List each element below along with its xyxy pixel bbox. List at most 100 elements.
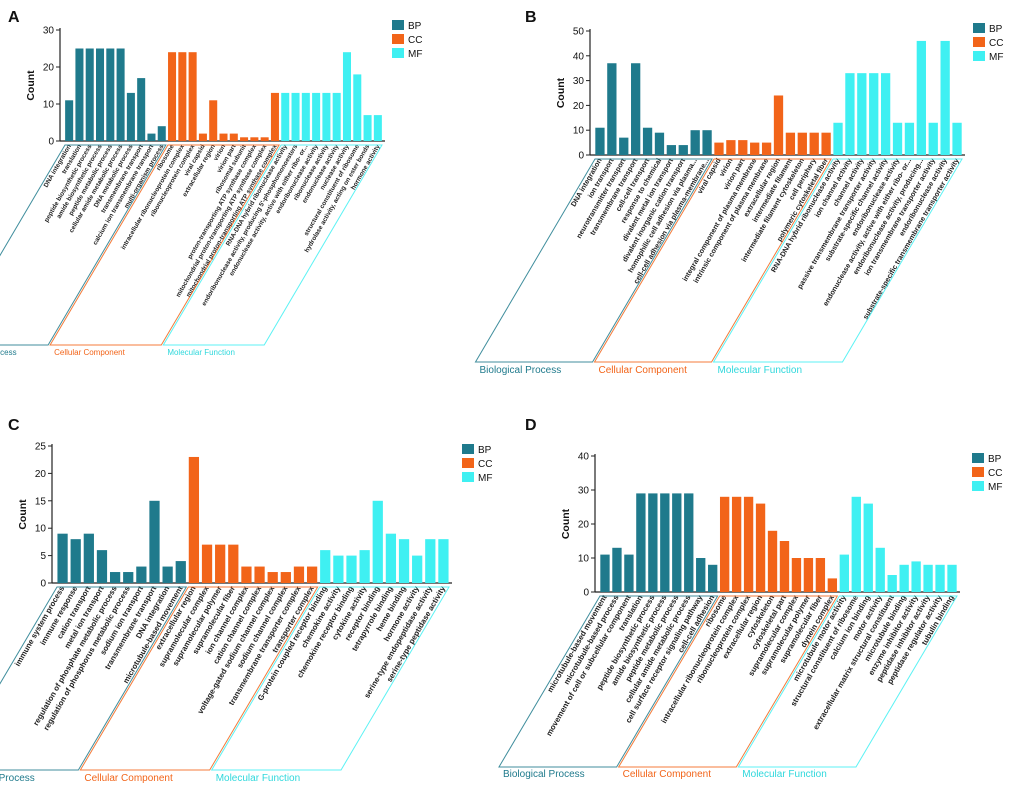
bar-mf [863,503,873,592]
bar-bp [595,127,605,155]
group-box-mf [712,158,963,363]
legend-label-mf: MF [408,49,422,60]
legend-swatch-cc [972,467,984,477]
group-box-cc [49,144,280,346]
bar-cc [726,140,736,155]
group-box-mf [737,595,958,768]
bar-bp [619,137,629,155]
legend-swatch-bp [973,23,985,33]
bar-bp [116,48,125,141]
bar-bp [672,493,682,592]
y-tick-label: 5 [40,551,46,562]
bar-bp [70,539,81,583]
bar-bp [175,561,186,583]
y-tick-label: 20 [578,520,590,531]
group-label-mf: Molecular Function [742,769,826,780]
bar-mf [839,554,849,592]
legend-label-mf: MF [988,482,1002,493]
legend-label-bp: BP [989,24,1003,35]
bar-cc [240,137,249,141]
bar-mf [425,539,436,583]
bar-mf [851,496,861,592]
bar-bp [612,547,622,592]
y-axis-title: Count [560,508,572,539]
bar-cc [797,132,807,155]
bar-mf [869,73,879,155]
bar-cc [738,140,748,155]
bar-bp [109,572,121,583]
legend-label-cc: CC [989,38,1003,49]
bar-mf [353,74,362,141]
group-label-cc: Cellular Component [84,773,173,784]
group-label-cc: Cellular Component [623,769,712,780]
group-label-bp: Biological Process [0,348,17,357]
bar-cc [779,541,790,592]
bar-bp [149,500,160,583]
legend-swatch-cc [392,34,404,44]
bar-mf [899,564,909,592]
legend-label-mf: MF [989,52,1003,63]
bar-bp [678,145,688,155]
bar-cc [198,133,207,141]
bar-bp [631,63,641,155]
bar-mf [312,92,321,141]
bar-bp [654,132,665,155]
y-tick-label: 10 [43,100,55,111]
legend-swatch-bp [972,453,984,463]
bar-bp [57,533,68,583]
bar-bp [708,564,718,592]
bar-bp [106,48,115,141]
bar-mf [412,555,423,583]
bar-mf [373,115,382,141]
y-tick-label: 20 [573,101,585,112]
group-box-bp [0,586,188,771]
bar-cc [761,142,772,155]
legend-swatch-cc [462,458,474,468]
panel-label: A [8,9,20,26]
group-label-cc: Cellular Component [54,348,125,357]
y-axis-title: Count [555,77,567,108]
bar-bp [96,550,108,583]
bar-bp [642,127,653,155]
bar-bp [660,493,670,592]
category-label: immune system process [13,584,67,668]
bar-cc [791,558,802,592]
bar-cc [267,572,278,583]
legend-label-bp: BP [478,445,492,456]
bar-cc [815,558,826,592]
bar-cc [750,142,760,155]
bar-bp [684,493,694,592]
bar-mf [952,122,962,155]
bar-mf [398,539,410,583]
bar-mf [947,564,957,592]
group-box-cc [593,158,832,363]
bar-cc [785,132,796,155]
group-box-bp [0,144,167,346]
bar-cc [719,496,730,592]
bar-mf [333,555,344,583]
bar-bp [126,92,135,141]
bar-cc [250,137,259,141]
y-axis-title: Count [25,70,37,101]
y-tick-label: 20 [43,63,55,74]
bar-bp [85,48,94,141]
group-label-mf: Molecular Function [718,365,802,376]
y-axis-title: Count [17,499,29,530]
bar-bp [702,130,712,155]
legend-swatch-bp [462,444,474,454]
bar-bp [624,554,634,592]
bar-cc [168,52,177,142]
bar-bp [96,48,105,141]
group-label-bp: Biological Process [503,769,585,780]
bar-bp [157,126,166,141]
y-tick-label: 25 [35,442,47,453]
bar-cc [270,92,279,141]
bar-mf [438,539,449,583]
y-tick-label: 30 [43,26,55,37]
bar-cc [188,456,200,583]
